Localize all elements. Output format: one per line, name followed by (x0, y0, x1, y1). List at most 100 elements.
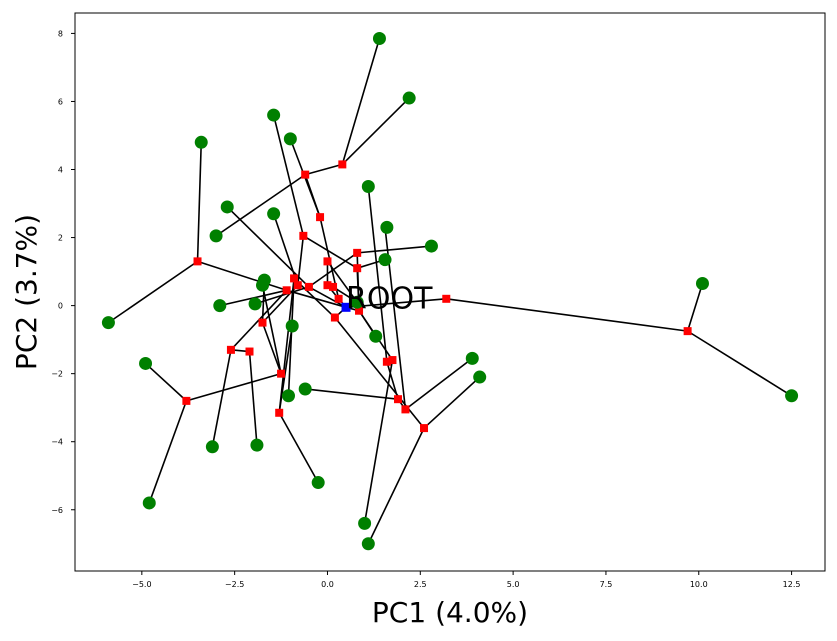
leaf-point (402, 91, 416, 105)
edges-layer (107, 38, 793, 545)
internal-node-point (226, 345, 235, 354)
tree-edge (261, 322, 282, 374)
x-tick-label: 10.0 (690, 580, 708, 589)
leaf-point (785, 389, 799, 403)
internal-node-point (388, 356, 397, 365)
tree-edge (686, 283, 704, 332)
internal-node-point (355, 306, 364, 315)
tree-edge (107, 260, 198, 324)
internal-node-point (401, 405, 410, 414)
leaf-point (380, 220, 394, 234)
tree-edge (278, 325, 293, 413)
leaf-point (281, 389, 295, 403)
leaf-point (267, 108, 281, 122)
tree-edge (363, 359, 394, 524)
leaf-point (209, 229, 223, 243)
tree-edge (404, 357, 473, 411)
y-tick-label: 6 (58, 97, 63, 106)
leaf-point (139, 356, 153, 370)
x-tick-label: 0.0 (321, 580, 334, 589)
internal-nodes-layer (182, 160, 692, 433)
y-tick-label: 4 (58, 166, 63, 175)
internal-node-point (182, 396, 191, 405)
y-tick-label: −6 (51, 506, 63, 515)
internal-node-point (442, 294, 451, 303)
internal-node-point (323, 281, 332, 290)
leaf-nodes-layer (101, 32, 799, 551)
tree-edge (302, 235, 358, 269)
internal-node-point (353, 248, 362, 257)
leaf-point (361, 537, 375, 551)
leaf-point (267, 207, 281, 221)
tree-edge (446, 298, 688, 332)
tree-edge (226, 206, 310, 288)
tree-edge (367, 186, 388, 362)
internal-node-point (329, 282, 338, 291)
internal-node-point (316, 213, 325, 222)
tree-edge (304, 163, 343, 176)
y-tick-label: 8 (58, 29, 63, 38)
internal-node-point (282, 286, 291, 295)
leaf-point (358, 516, 372, 530)
leaf-point (378, 253, 392, 267)
tree-edge (341, 97, 410, 165)
leaf-point (465, 351, 479, 365)
leaf-point (220, 200, 234, 214)
root-marker (341, 302, 351, 312)
leaf-point (361, 180, 375, 194)
tree-edge (687, 330, 793, 397)
tree-edge (278, 278, 295, 413)
tree-edge (197, 260, 287, 292)
internal-node-point (334, 294, 343, 303)
leaf-point (695, 276, 709, 290)
leaf-point (285, 319, 299, 333)
tree-edge (272, 114, 305, 237)
leaf-point (372, 32, 386, 46)
x-tick-label: −2.5 (225, 580, 244, 589)
tree-edge (145, 362, 187, 402)
leaf-point (350, 295, 364, 309)
leaf-point (205, 440, 219, 454)
leaf-point (250, 438, 264, 452)
x-tick-label: 5.0 (507, 580, 520, 589)
x-tick-label: 7.5 (600, 580, 613, 589)
internal-node-point (293, 281, 302, 290)
tree-edge (367, 427, 425, 545)
internal-node-point (338, 160, 347, 169)
internal-node-point (420, 424, 429, 433)
plot-frame (74, 12, 826, 572)
x-tick-label: 2.5 (414, 580, 427, 589)
tree-edge (308, 252, 358, 288)
y-tick-label: 2 (58, 234, 63, 243)
tree-edge (196, 142, 203, 262)
x-axis-label: PC1 (4.0%) (372, 596, 528, 629)
tree-edge (211, 349, 232, 447)
internal-node-point (323, 257, 332, 266)
tree-edge (186, 372, 282, 402)
tree-edge (148, 400, 188, 504)
internal-node-point (330, 313, 339, 322)
tree-edge (308, 286, 347, 309)
leaf-point (256, 278, 269, 292)
x-tick-label: 12.5 (783, 580, 801, 589)
internal-node-point (193, 257, 202, 266)
root-label: ROOT (346, 281, 433, 316)
internal-node-point (277, 369, 286, 378)
internal-node-point (290, 274, 299, 283)
leaf-point (298, 382, 312, 396)
x-axis: −5.0 −2.5 0.0 2.5 5.0 7.5 10.0 12.5 (132, 571, 800, 589)
internal-node-point (301, 170, 310, 179)
internal-node-point (382, 357, 391, 366)
tree-edge (278, 412, 319, 483)
internal-node-point (245, 347, 254, 356)
tree-edge (341, 38, 381, 165)
tree-edge (305, 388, 399, 400)
y-axis: −6 −4 −2 0 2 4 6 8 (51, 29, 75, 515)
tree-edge (272, 213, 299, 286)
leaf-point (424, 239, 438, 253)
y-tick-label: −2 (51, 370, 63, 379)
internal-node-point (304, 282, 313, 291)
leaf-point (473, 370, 487, 384)
internal-node-point (258, 318, 267, 327)
